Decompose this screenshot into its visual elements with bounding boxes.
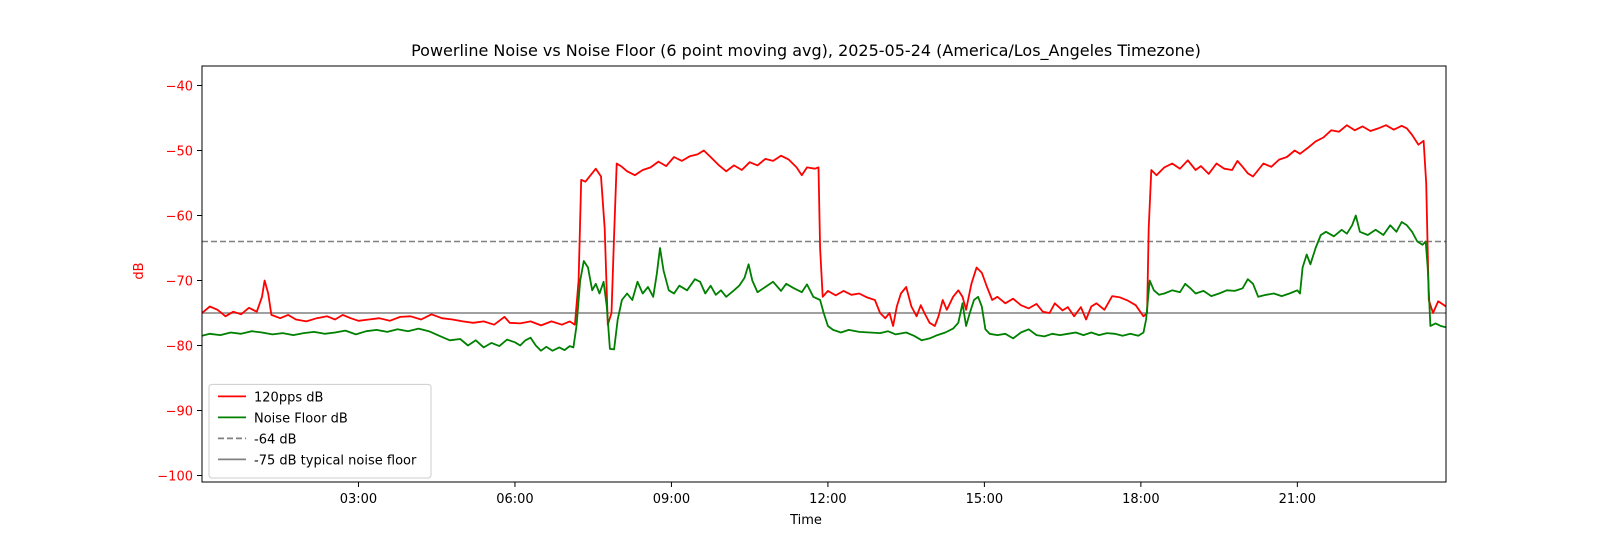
x-tick-label: 03:00: [340, 492, 377, 507]
legend-entry: Noise Floor dB: [254, 411, 348, 426]
plot-frame: [201, 65, 1447, 483]
series-line-2: [202, 214, 1446, 352]
y-axis-label: dB: [132, 262, 147, 279]
plot-lines: [202, 124, 1446, 352]
x-tick-label: 21:00: [1279, 492, 1316, 507]
legend-entry: -75 dB typical noise floor: [254, 453, 417, 468]
y-tick-label: −60: [166, 210, 193, 225]
legend-box: [208, 383, 432, 479]
y-tick-label: −50: [166, 145, 193, 160]
y-tick-label: −70: [166, 275, 193, 290]
x-axis-label: Time: [789, 513, 822, 528]
x-tick-label: 06:00: [496, 492, 533, 507]
y-tick-label: −80: [166, 340, 193, 355]
x-tick-label: 15:00: [966, 492, 1003, 507]
x-tick-label: 12:00: [809, 492, 846, 507]
x-tick-label: 18:00: [1122, 492, 1159, 507]
axes: 03:00 06:00 09:00 12:00 15:00 18:00 21:00 −40 −5…: [157, 65, 1447, 507]
y-tick-label: −90: [166, 405, 193, 420]
legend: 120pps dB Noise Floor dB -64 dB -75 dB typi…: [208, 383, 432, 479]
y-tick-label: −40: [166, 80, 193, 95]
x-tick-label: 09:00: [653, 492, 690, 507]
legend-entry: -64 dB: [254, 432, 297, 447]
legend-entry: 120pps dB: [254, 390, 323, 405]
series-line-1: [202, 124, 1446, 327]
y-tick-label: −100: [157, 470, 193, 485]
chart-title: Powerline Noise vs Noise Floor (6 point …: [411, 41, 1201, 61]
plot-area: [202, 124, 1446, 352]
